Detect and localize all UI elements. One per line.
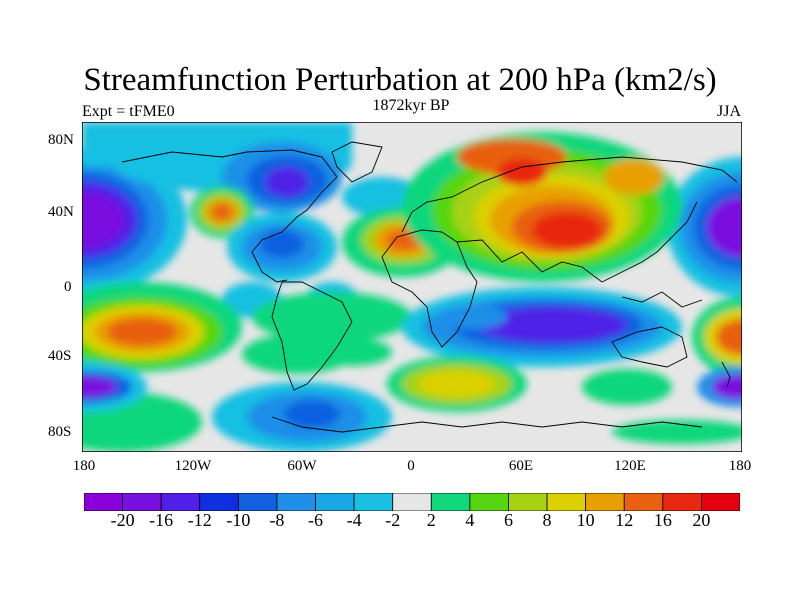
streamfunction-map [82,122,742,452]
colorbar-label-12: 10 [576,510,595,530]
colorbar-label-1: -16 [149,510,174,530]
colorbar-box-11 [508,493,548,511]
colorbar-label-11: 8 [542,510,552,530]
season-label: JJA [716,103,741,120]
colorbar-label-13: 12 [615,510,634,530]
colorbar-label-8: 2 [426,510,436,530]
lat-label-eq: 0 [64,279,72,295]
lon-label-60e: 60E [508,458,534,474]
colorbar-label-9: 4 [465,510,475,530]
colorbar-label-15: 20 [692,510,711,530]
colorbar-box-14 [623,493,664,511]
colorbar-box-16 [701,493,740,511]
experiment-label: Expt = tFME0 [82,103,175,120]
lat-label-80n: 80N [48,132,74,148]
lon-label-180w: 180 [72,458,96,474]
colorbar-label-6: -4 [346,510,362,530]
plot-title: Streamfunction Perturbation at 200 hPa (… [83,62,717,98]
contour-fill [82,122,742,452]
colorbar-label-0: -20 [110,510,135,530]
lon-label-120w: 120W [174,458,212,474]
time-label: 1872kyr BP [372,97,450,114]
colorbar-box-12 [546,493,587,511]
lat-label-40s: 40S [48,348,72,364]
colorbar-label-5: -6 [308,510,324,530]
colorbar-label-7: -2 [385,510,401,530]
colorbar-box-4 [237,493,278,511]
lon-label-60w: 60W [287,458,317,474]
lat-label-40n: 40N [48,204,74,220]
colorbar [84,493,740,511]
colorbar-box-13 [585,493,625,511]
colorbar-box-9 [430,493,471,511]
colorbar-label-2: -12 [187,510,212,530]
lon-label-120e: 120E [614,458,646,474]
colorbar-box-10 [469,493,509,511]
colorbar-box-2 [160,493,201,511]
colorbar-label-10: 6 [503,510,513,530]
colorbar-box-7 [353,493,394,511]
lat-label-80s: 80S [48,424,72,440]
colorbar-box-3 [199,493,239,511]
colorbar-box-5 [276,493,316,511]
lon-label-0: 0 [407,458,415,474]
colorbar-box-8 [392,493,432,511]
coastlines [121,141,738,433]
colorbar-label-4: -8 [269,510,285,530]
colorbar-label-3: -10 [226,510,251,530]
colorbar-box-1 [122,493,162,511]
colorbar-box-15 [662,493,702,511]
lon-label-180e: 180 [728,458,752,474]
colorbar-box-6 [315,493,355,511]
colorbar-box-0 [84,493,123,511]
colorbar-label-14: 16 [653,510,672,530]
